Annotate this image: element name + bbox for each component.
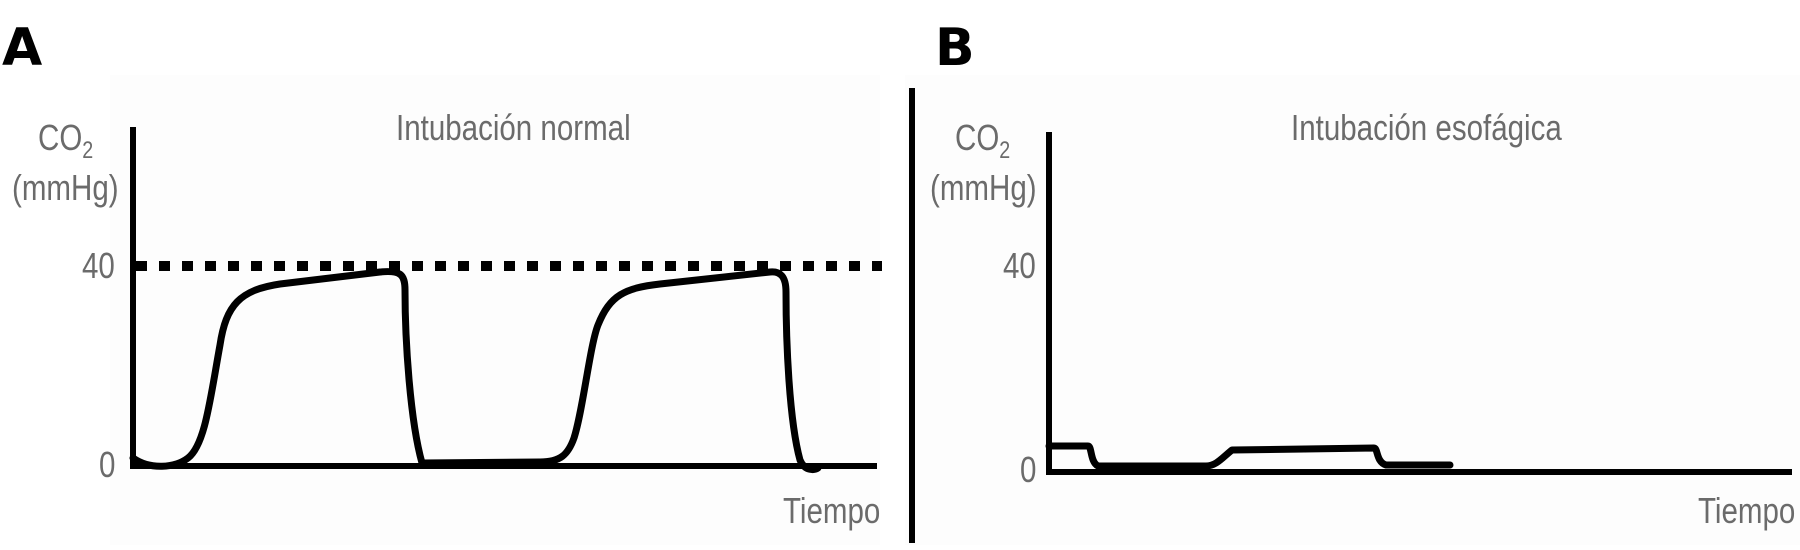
panel-a-title: Intubación normal [396,107,631,148]
panel-b-xlabel: Tiempo [1698,490,1796,531]
panel-a-letter: A [2,18,43,78]
panel-a-tick-40: 40 [82,245,115,286]
panel-b-ylabel: CO2 [955,117,1010,163]
panel-b-tick-40: 40 [1003,245,1036,286]
panel-b-ylabel-unit: (mmHg) [930,167,1037,208]
panel-b-tick-0: 0 [1020,449,1037,490]
panel-a-ylabel-main: CO [38,117,83,158]
panel-a-tick-0: 0 [99,444,116,485]
panel-a-capnogram-trace [129,268,822,473]
panel-b-ylabel-main: CO [955,117,1000,158]
panel-a-ylabel: CO2 [38,117,93,163]
panel-b-background [905,75,1800,545]
panel-a-ylabel-unit: (mmHg) [12,167,119,208]
panel-b-letter: B [935,18,975,78]
panel-a-xlabel: Tiempo [783,490,881,531]
panel-a-ylabel-sub: 2 [82,137,94,164]
panel-b-capnogram-trace [1045,442,1454,470]
panel-b-title: Intubación esofágica [1291,107,1562,148]
panel-b-ylabel-sub: 2 [999,137,1011,164]
